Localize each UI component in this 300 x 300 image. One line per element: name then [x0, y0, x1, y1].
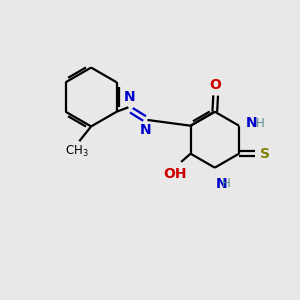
Text: O: O [210, 78, 222, 92]
Text: N: N [215, 177, 227, 191]
Text: N: N [245, 116, 257, 130]
Text: OH: OH [164, 167, 187, 181]
Text: H: H [256, 117, 265, 130]
Text: CH$_3$: CH$_3$ [65, 143, 89, 159]
Text: S: S [260, 147, 271, 161]
Text: N: N [140, 124, 152, 137]
Text: N: N [124, 90, 136, 104]
Text: H: H [222, 177, 231, 190]
